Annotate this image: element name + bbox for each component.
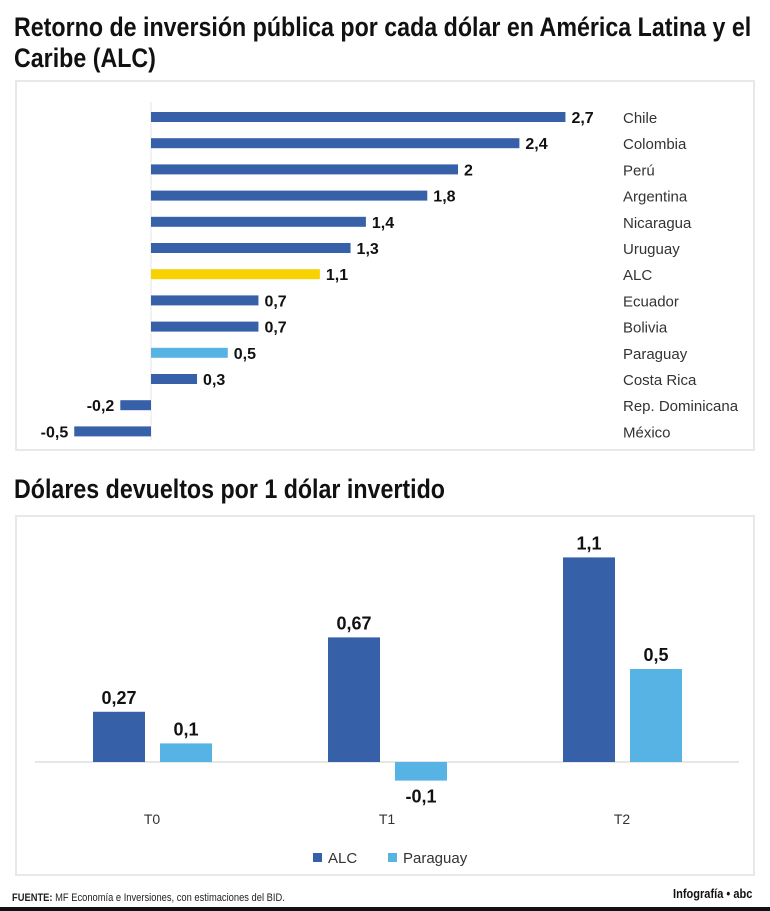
bar-paraguay-t2 [630,669,682,762]
value-label: 2,7 [571,110,593,127]
bottom-rule [0,907,770,911]
bar-colombia [151,138,520,149]
value-label: 0,7 [264,293,286,310]
category-label: Costa Rica [623,372,697,389]
value-label: 2 [464,162,473,179]
value-label: -0,1 [405,787,436,807]
value-label: 1,4 [372,215,394,232]
value-label: 0,67 [336,613,371,633]
source-label: FUENTE: [12,892,53,904]
source-text: MF Economía e Inversiones, con estimacio… [52,892,285,904]
legend-label: Paraguay [403,850,468,867]
bar-nicaragua [151,216,366,227]
category-label: Ecuador [623,293,679,310]
category-label: T1 [379,811,396,827]
value-label: 1,1 [576,533,601,553]
category-label: Chile [623,110,657,127]
chart2-svg: 0,27 0,1 T0 0,67 -0,1 T1 1,1 0,5 T2 ALC Paraguay [35,533,739,867]
category-label: Nicaragua [623,215,692,232]
value-label: 2,4 [525,136,547,153]
legend-label: ALC [328,850,357,867]
value-label: 0,1 [173,719,198,739]
bar-paraguay-t0 [160,743,212,762]
chart2-title: Dólares devueltos por 1 dólar invertido [14,474,445,504]
value-label: -0,5 [41,424,69,441]
category-label: Colombia [623,136,687,153]
value-label: -0,2 [87,398,115,415]
category-label: Bolivia [623,320,668,337]
chart1-title: Retorno de inversión pública por cada dó… [14,12,752,73]
bar-bolivia [151,321,259,332]
legend-swatch-paraguay [388,853,397,862]
value-label: 0,27 [101,688,136,708]
bar-costa-rica [151,374,198,384]
chart1-panel: 2,7 Chile 2,4 Colombia 2 Perú 1,8 Argentina 1,4 N… [15,80,755,451]
bar-rep-dominicana [120,400,151,411]
source-note: FUENTE: MF Economía e Inversiones, con e… [12,892,285,904]
category-label: Paraguay [623,346,688,363]
category-label: T0 [144,811,161,827]
bar-ecuador [151,295,259,306]
chart2-panel: 0,27 0,1 T0 0,67 -0,1 T1 1,1 0,5 T2 ALC Paraguay [15,515,755,876]
value-label: 1,1 [326,267,348,284]
legend-swatch-alc [313,853,322,862]
chart1-svg: 2,7 Chile 2,4 Colombia 2 Perú 1,8 Argentina 1,4 N… [41,102,739,441]
category-label: T2 [614,811,631,827]
value-label: 0,7 [264,320,286,337]
category-label: Rep. Dominicana [623,398,739,415]
bar-chile [151,112,566,122]
bar-m-xico [74,426,151,437]
category-label: Uruguay [623,241,680,258]
bar-alc-t2 [563,557,615,762]
bar-alc [151,269,320,280]
bar-uruguay [151,243,351,253]
bar-per- [151,164,458,175]
value-label: 0,3 [203,372,225,389]
category-label: México [623,424,671,441]
bar-argentina [151,190,428,201]
category-label: Argentina [623,189,688,206]
bar-alc-t1 [328,637,380,762]
category-label: ALC [623,267,652,284]
value-label: 1,3 [357,241,379,258]
value-label: 0,5 [643,645,668,665]
credit-logo: Infografía • abc [672,886,752,901]
value-label: 0,5 [234,346,256,363]
bar-alc-t0 [93,711,145,762]
value-label: 1,8 [433,189,455,206]
bar-paraguay-t1 [395,762,447,781]
bar-paraguay [151,347,228,358]
category-label: Perú [623,162,655,179]
